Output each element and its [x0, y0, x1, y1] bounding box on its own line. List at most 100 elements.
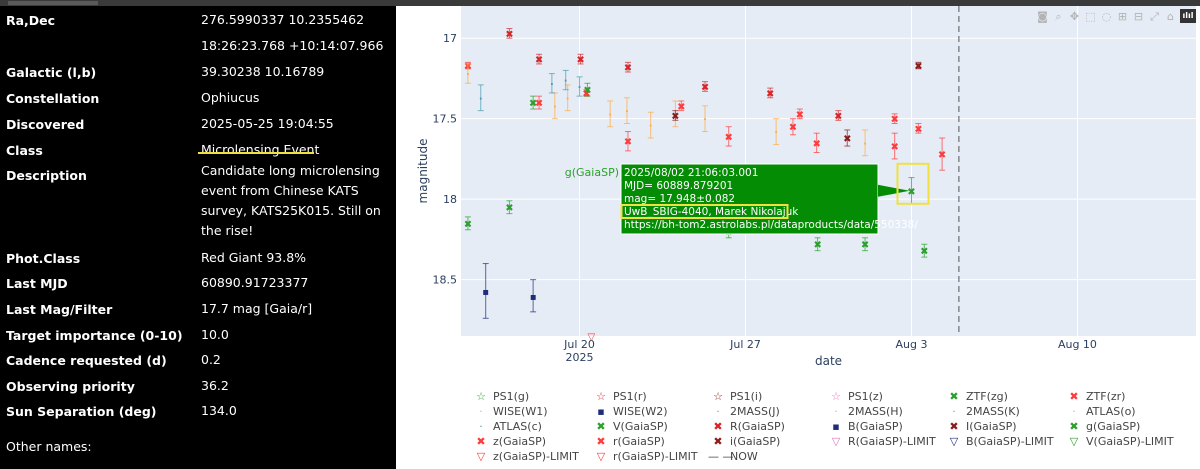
legend-item[interactable]: ✖ R(GaiaSP) [708, 420, 785, 433]
box-select-icon[interactable]: ⬚ [1085, 9, 1096, 23]
legend-item[interactable]: ✖ V(GaiaSP) [591, 420, 667, 433]
field-label: Last Mag/Filter [6, 302, 113, 317]
home-icon[interactable]: ⌂ [1167, 9, 1174, 23]
data-point: ✖ [464, 219, 472, 230]
data-point: ✖ [582, 89, 590, 100]
legend-symbol-icon: ✖ [713, 435, 723, 448]
data-point: · [466, 70, 470, 81]
legend-label: 2MASS(H) [848, 405, 903, 418]
legend-item[interactable]: ▽ V(GaiaSP)-LIMIT [1064, 435, 1174, 448]
top-bar [0, 0, 1200, 6]
legend-item[interactable]: · ATLAS(c) [471, 420, 542, 433]
legend-symbol-icon: ▽ [949, 435, 959, 448]
field-value: 276.5990337 10.2355462 [201, 12, 365, 27]
legend-label: WISE(W1) [493, 405, 548, 418]
legend-item[interactable]: ✖ I(GaiaSP) [944, 420, 1016, 433]
field-value: 2025-05-25 19:04:55 [201, 116, 334, 131]
legend-label: V(GaiaSP)-LIMIT [1086, 435, 1174, 448]
data-point: ✖ [890, 115, 898, 126]
legend-label: ATLAS(c) [493, 420, 542, 433]
data-point: · [863, 139, 867, 150]
legend-symbol-icon: · [479, 420, 483, 433]
field-label: Ra,Dec [6, 13, 56, 28]
lasso-icon[interactable]: ◌ [1101, 9, 1112, 23]
data-point: ✖ [624, 63, 632, 74]
legend-item[interactable]: — — NOW [708, 450, 758, 463]
field-value: 18:26:23.768 +10:14:07.966 [201, 38, 384, 53]
legend-item[interactable]: · 2MASS(K) [944, 405, 1020, 418]
field-label: Constellation [6, 91, 100, 106]
legend-item[interactable]: · ATLAS(o) [1064, 405, 1135, 418]
legend-item[interactable]: ☆ PS1(r) [591, 390, 647, 403]
legend-label: g(GaiaSP) [1086, 420, 1141, 433]
other-names-label: Other names: [6, 439, 92, 454]
zoom-in-icon[interactable]: ⊞ [1117, 9, 1128, 23]
x-tick-label: Aug 3 [895, 338, 927, 351]
legend-item[interactable]: ▽ R(GaiaSP)-LIMIT [826, 435, 936, 448]
legend-item[interactable]: · 2MASS(H) [826, 405, 903, 418]
legend-symbol-icon: ▪ [832, 420, 840, 433]
legend-item[interactable]: ☆ PS1(g) [471, 390, 529, 403]
legend-item[interactable]: ✖ i(GaiaSP) [708, 435, 780, 448]
x-tick-year-label: 2025 [566, 351, 594, 364]
data-point: · [479, 94, 483, 105]
y-tick-label: 17.5 [433, 113, 458, 126]
field-label: Cadence requested (d) [6, 353, 167, 368]
legend-item[interactable]: · 2MASS(J) [708, 405, 780, 418]
data-point: ✖ [535, 99, 543, 110]
legend-symbol-icon: ✖ [596, 420, 606, 433]
field-value: 17.7 mag [Gaia/r] [201, 301, 313, 316]
legend-item[interactable]: ▽ r(GaiaSP)-LIMIT [591, 450, 698, 463]
legend-item[interactable]: ✖ r(GaiaSP) [591, 435, 665, 448]
zoom-out-icon[interactable]: ⊟ [1133, 9, 1144, 23]
legend-item[interactable]: ✖ z(GaiaSP) [471, 435, 546, 448]
data-point: ✖ [834, 111, 842, 122]
legend-item[interactable]: ✖ ZTF(zg) [944, 390, 1008, 403]
lightcurve-plot[interactable]: ◙ ⌕ ✥ ⬚ ◌ ⊞ ⊟ ⤢ ⌂ ılıl 17 17.5 18 18.5 Jul 20 2025 Jul … [396, 6, 1200, 469]
legend-item[interactable]: ✖ g(GaiaSP) [1064, 420, 1140, 433]
legend-item[interactable]: ☆ PS1(z) [826, 390, 883, 403]
legend-symbol-icon: · [952, 405, 956, 418]
legend-label: 2MASS(J) [730, 405, 780, 418]
zoom-icon[interactable]: ⌕ [1055, 9, 1062, 23]
legend-symbol-icon: ☆ [476, 390, 486, 403]
data-point: · [649, 121, 653, 132]
legend-label: r(GaiaSP) [613, 435, 665, 448]
legend-label: ZTF(zg) [966, 390, 1008, 403]
legend-item[interactable]: ☆ PS1(i) [708, 390, 762, 403]
data-point: · [566, 94, 570, 105]
field-value: 36.2 [201, 378, 229, 393]
data-point: ✖ [813, 240, 821, 251]
legend-item[interactable]: · WISE(W1) [471, 405, 548, 418]
pan-icon[interactable]: ✥ [1069, 9, 1080, 23]
legend-item[interactable]: ▪ WISE(W2) [591, 405, 667, 418]
data-point: ✖ [914, 62, 922, 73]
field-value: Red Giant 93.8% [201, 250, 307, 265]
data-point: ✖ [583, 86, 591, 97]
legend-symbol-icon: ✖ [949, 390, 959, 403]
legend-item[interactable]: ▪ B(GaiaSP) [826, 420, 903, 433]
plot-modebar: ◙ ⌕ ✥ ⬚ ◌ ⊞ ⊟ ⤢ ⌂ ılıl [1036, 8, 1196, 24]
target-info-panel: Ra,Dec 276.5990337 10.2355462 18:26:23.768… [0, 6, 396, 469]
x-tick-label: Jul 27 [729, 338, 761, 351]
data-point: ✖ [920, 247, 928, 258]
camera-icon[interactable]: ◙ [1037, 9, 1048, 23]
data-point: ▽ [588, 332, 596, 343]
legend-item[interactable]: ▽ z(GaiaSP)-LIMIT [471, 450, 579, 463]
tooltip-line: 2025/08/02 21:06:03.001 [624, 167, 758, 179]
tooltip-pointer [878, 184, 910, 197]
legend-item[interactable]: ▽ B(GaiaSP)-LIMIT [944, 435, 1054, 448]
legend-symbol-icon: ✖ [476, 435, 486, 448]
legend-item[interactable]: ✖ ZTF(zr) [1064, 390, 1125, 403]
data-point: ✖ [529, 99, 537, 110]
data-point: ✖ [576, 55, 584, 66]
legend-symbol-icon: ✖ [713, 420, 723, 433]
autoscale-icon[interactable]: ⤢ [1150, 9, 1159, 23]
data-point: ✖ [725, 132, 733, 143]
field-label: Target importance (0-10) [6, 328, 183, 343]
legend-label: NOW [730, 450, 758, 463]
data-point: ✖ [938, 150, 946, 161]
legend-symbol-icon: · [479, 405, 483, 418]
plotly-logo-icon[interactable]: ılıl [1180, 9, 1196, 23]
